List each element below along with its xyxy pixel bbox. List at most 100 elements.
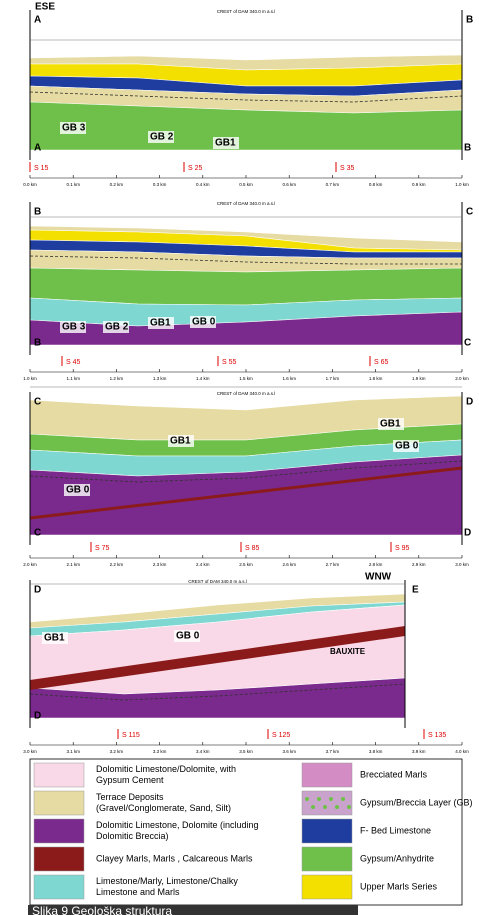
- legend-label: Brecciated Marls: [360, 769, 428, 779]
- km-label: 0.2 km: [110, 182, 124, 187]
- station-label: S 55: [222, 359, 237, 366]
- km-label: 3.2 km: [110, 749, 124, 754]
- section-label: A: [34, 15, 41, 26]
- page: ESE A B A B CREST of DAM 340.0 m a.s.l GB 3 GB …: [0, 0, 479, 915]
- km-label: 2.7 km: [326, 562, 340, 567]
- legend-swatch: [34, 763, 84, 787]
- legend-swatch: [302, 875, 352, 899]
- direction: ESE: [35, 2, 55, 13]
- km-label: 1.7 km: [326, 376, 340, 381]
- section-label: A: [34, 143, 41, 154]
- km-label: 2.0 km: [23, 562, 37, 567]
- legend-swatch: [34, 847, 84, 871]
- station-label: S 45: [66, 359, 81, 366]
- legend-swatch: [34, 791, 84, 815]
- rock-label: BAUXITE: [330, 647, 366, 656]
- gb-label: GB 0: [176, 631, 200, 642]
- km-label: 2.1 km: [66, 562, 80, 567]
- km-label: 0.3 km: [153, 182, 167, 187]
- section-label: C: [34, 528, 41, 539]
- km-label: 3.4 km: [196, 749, 210, 754]
- legend-label: (Gravel/Conglomerate, Sand, Silt): [96, 803, 231, 813]
- km-label: 1.8 km: [369, 376, 383, 381]
- crest-label: CREST of DAM 340.0 m a.s.l: [217, 9, 275, 14]
- direction: WNW: [365, 572, 392, 583]
- km-label: 3.0 km: [455, 562, 469, 567]
- km-label: 3.3 km: [153, 749, 167, 754]
- km-label: 2.3 km: [153, 562, 167, 567]
- section-label: D: [466, 397, 473, 408]
- legend-swatch: [302, 847, 352, 871]
- km-label: 1.0 km: [23, 376, 37, 381]
- km-label: 2.6 km: [282, 562, 296, 567]
- swatch-dot: [305, 797, 309, 801]
- swatch-dot: [311, 805, 315, 809]
- station-label: S 95: [395, 545, 410, 552]
- km-label: 1.3 km: [153, 376, 167, 381]
- swatch-dot: [347, 805, 351, 809]
- legend-label: F- Bed Limestone: [360, 825, 431, 835]
- section-label: B: [34, 338, 41, 349]
- km-label: 3.7 km: [326, 749, 340, 754]
- station-label: S 85: [245, 545, 260, 552]
- swatch-dot: [323, 805, 327, 809]
- km-label: 1.6 km: [282, 376, 296, 381]
- gb-label: GB1: [150, 318, 171, 329]
- section-label: C: [466, 207, 473, 218]
- gb-label: GB 3: [62, 123, 86, 134]
- km-label: 3.0 km: [23, 749, 37, 754]
- section-label: B: [34, 207, 41, 218]
- km-label: 1.4 km: [196, 376, 210, 381]
- km-label: 3.5 km: [239, 749, 253, 754]
- swatch-dot: [317, 797, 321, 801]
- station-label: S 25: [188, 165, 203, 172]
- section-label: D: [464, 528, 471, 539]
- station-label: S 65: [374, 359, 389, 366]
- legend-label: Dolomitic Breccia): [96, 831, 169, 841]
- section-label: B: [464, 143, 471, 154]
- km-label: 2.0 km: [455, 376, 469, 381]
- km-label: 2.9 km: [412, 562, 426, 567]
- legend-label: Terrace Deposits: [96, 792, 164, 802]
- km-label: 0.7 km: [326, 182, 340, 187]
- km-label: 1.9 km: [412, 376, 426, 381]
- legend-label: Gypsum Cement: [96, 775, 164, 785]
- legend-swatch: [302, 791, 352, 815]
- legend-label: Limestone/Marly, Limestone/Chalky: [96, 876, 238, 886]
- legend-swatch: [302, 819, 352, 843]
- km-label: 0.0 km: [23, 182, 37, 187]
- section-label: D: [34, 711, 41, 722]
- km-label: 0.9 km: [412, 182, 426, 187]
- section-label: D: [34, 585, 41, 596]
- gb-label: GB 3: [62, 322, 86, 333]
- gb-label: GB1: [44, 633, 65, 644]
- gb-label: GB1: [215, 138, 236, 149]
- legend-swatch: [34, 875, 84, 899]
- legend-label: Limestone and Marls: [96, 887, 180, 897]
- gb-label: GB 0: [395, 441, 419, 452]
- km-label: 1.2 km: [110, 376, 124, 381]
- gb-label: GB1: [170, 436, 191, 447]
- km-label: 2.5 km: [239, 562, 253, 567]
- km-label: 3.8 km: [369, 749, 383, 754]
- section-label: C: [34, 397, 41, 408]
- section-label: B: [466, 15, 473, 26]
- km-label: 0.8 km: [369, 182, 383, 187]
- station-label: S 35: [340, 165, 355, 172]
- km-label: 0.6 km: [282, 182, 296, 187]
- legend-swatch: [34, 819, 84, 843]
- legend-label: Clayey Marls, Marls , Calcareous Marls: [96, 853, 253, 863]
- km-label: 4.0 km: [455, 749, 469, 754]
- legend-label: Gypsum/Breccia Layer (GB): [360, 797, 473, 807]
- figure: ESE A B A B CREST of DAM 340.0 m a.s.l GB 3 GB …: [0, 0, 479, 915]
- legend-label: Dolomitic Limestone, Dolomite (including: [96, 820, 259, 830]
- station-label: S 115: [122, 732, 140, 739]
- swatch-dot: [335, 805, 339, 809]
- station-label: S 15: [34, 165, 49, 172]
- km-label: 0.4 km: [196, 182, 210, 187]
- gb-label: GB1: [380, 419, 401, 430]
- station-label: S 75: [95, 545, 110, 552]
- legend-label: Gypsum/Anhydrite: [360, 853, 434, 863]
- legend-swatch: [302, 763, 352, 787]
- km-label: 3.1 km: [66, 749, 80, 754]
